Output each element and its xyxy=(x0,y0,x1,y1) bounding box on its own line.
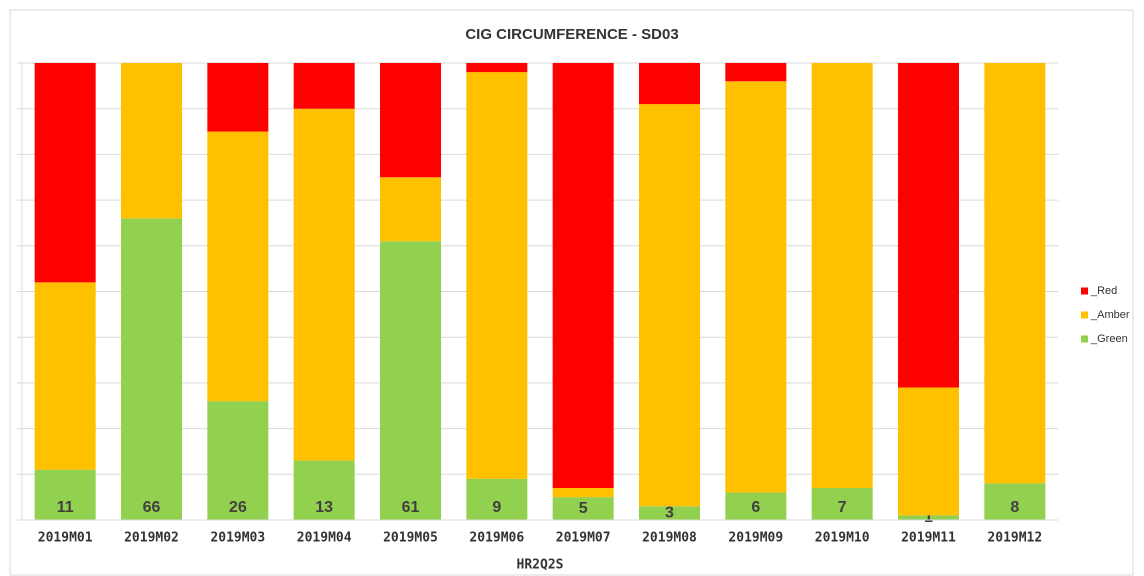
bar-segment xyxy=(34,282,96,470)
x-tick-label: 2019M11 xyxy=(901,531,956,546)
data-label: 11 xyxy=(57,499,74,516)
bar-segment xyxy=(984,483,1046,520)
bar-segment xyxy=(293,63,355,109)
data-label: 13 xyxy=(315,499,333,516)
data-label: 1 xyxy=(924,509,933,526)
bar-segment xyxy=(380,177,441,242)
x-tick-label: 2019M01 xyxy=(38,531,93,546)
bar-segment xyxy=(639,63,700,105)
data-label: 7 xyxy=(838,499,847,516)
x-tick-label: 2019M04 xyxy=(297,531,352,546)
bar-segment xyxy=(466,63,528,73)
x-tick-label: 2019M09 xyxy=(728,531,783,546)
bar-segment xyxy=(121,63,182,219)
bar-segment xyxy=(207,63,269,132)
bar-segment xyxy=(380,63,441,178)
bar-segment xyxy=(552,497,614,520)
chart-title: CIG CIRCUMFERENCE - SD03 xyxy=(465,26,678,43)
bar-segment xyxy=(207,131,269,402)
data-label: 61 xyxy=(402,499,420,516)
x-tick-label: 2019M05 xyxy=(383,531,438,546)
bar-segment xyxy=(725,63,787,82)
bar-segment xyxy=(466,72,528,479)
x-tick-label: 2019M08 xyxy=(642,531,697,546)
bar-segment xyxy=(898,63,959,388)
x-tick-label: 2019M12 xyxy=(987,531,1042,546)
x-tick-label: 2019M10 xyxy=(815,531,870,546)
bar-segment xyxy=(466,478,528,520)
legend-swatch xyxy=(1081,335,1088,343)
bar-segment xyxy=(121,218,182,520)
bar-segment xyxy=(293,108,355,461)
bar-segment xyxy=(380,241,441,521)
bar-segment xyxy=(639,104,700,507)
data-label: 26 xyxy=(229,499,247,516)
bar-segment xyxy=(898,387,959,516)
data-label: 66 xyxy=(143,499,161,516)
legend-swatch xyxy=(1081,311,1088,319)
bar-segment xyxy=(898,515,959,520)
x-tick-label: 2019M02 xyxy=(124,531,179,546)
bar-segment xyxy=(811,63,873,489)
data-label: 9 xyxy=(492,499,501,516)
x-tick-label: 2019M07 xyxy=(556,531,611,546)
bar-segment xyxy=(207,401,269,520)
bar-segment xyxy=(811,488,873,520)
data-label: 3 xyxy=(665,504,674,521)
x-tick-label: 2019M03 xyxy=(210,531,265,546)
bar-segment xyxy=(293,460,355,520)
bar-segment xyxy=(725,492,787,520)
x-axis-title: HR2Q2S xyxy=(517,558,564,573)
bar-segment xyxy=(552,488,614,498)
data-label: 8 xyxy=(1010,499,1019,516)
bar-segment xyxy=(639,506,700,520)
legend-label: _Amber xyxy=(1090,309,1130,321)
bar-segment xyxy=(34,63,96,283)
legend-label: _Green xyxy=(1090,333,1128,345)
bar-segment xyxy=(552,63,614,489)
bar-segment xyxy=(725,81,787,493)
data-label: 5 xyxy=(579,500,588,517)
bar-segment xyxy=(34,469,96,520)
data-label: 6 xyxy=(751,499,760,516)
bar-segment xyxy=(984,63,1046,484)
legend-label: _Red xyxy=(1090,285,1117,297)
legend-swatch xyxy=(1081,287,1088,295)
x-tick-label: 2019M06 xyxy=(469,531,524,546)
